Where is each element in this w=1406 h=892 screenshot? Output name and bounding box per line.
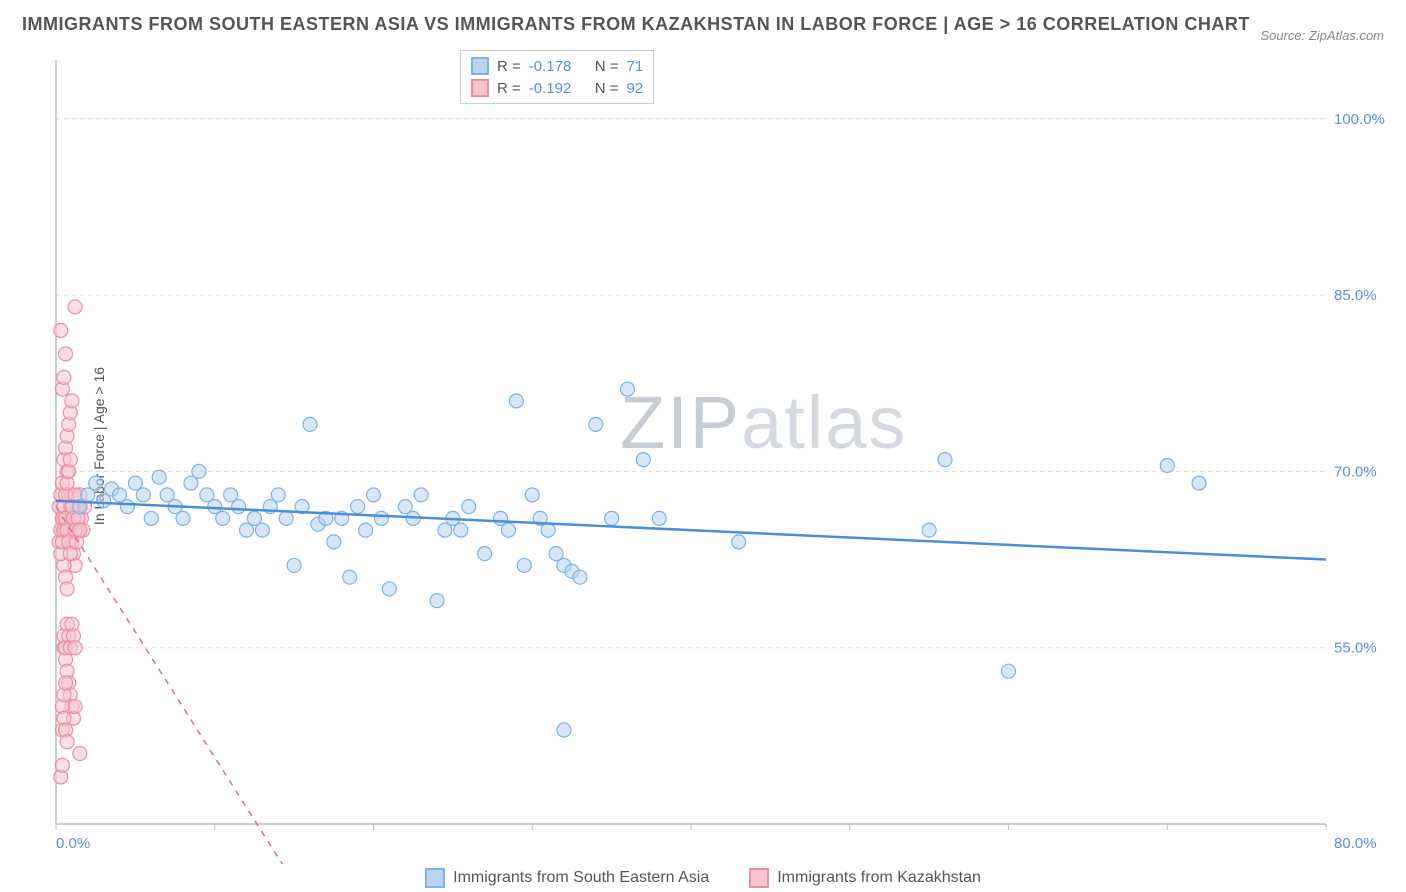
stats-row-kz: R = -0.192 N = 92	[471, 77, 643, 99]
stats-row-sea: R = -0.178 N = 71	[471, 55, 643, 77]
source-label: Source: ZipAtlas.com	[1260, 28, 1384, 43]
chart-title: IMMIGRANTS FROM SOUTH EASTERN ASIA VS IM…	[22, 14, 1250, 35]
svg-text:0.0%: 0.0%	[56, 835, 90, 852]
bottom-legend: Immigrants from South Eastern Asia Immig…	[0, 868, 1406, 888]
legend-swatch-sea	[425, 868, 445, 888]
legend-item-kz: Immigrants from Kazakhstan	[749, 868, 981, 888]
stats-legend: R = -0.178 N = 71 R = -0.192 N = 92	[460, 50, 654, 104]
svg-text:100.0%: 100.0%	[1334, 111, 1385, 128]
chart-area: 55.0% 70.0% 85.0% 100.0% 0.0% 80.0%	[50, 48, 1386, 864]
legend-swatch-kz	[749, 868, 769, 888]
legend-item-sea: Immigrants from South Eastern Asia	[425, 868, 709, 888]
svg-text:55.0%: 55.0%	[1334, 640, 1377, 657]
swatch-sea	[471, 57, 489, 75]
svg-text:70.0%: 70.0%	[1334, 463, 1377, 480]
svg-text:80.0%: 80.0%	[1334, 835, 1377, 852]
scatter-plot: 55.0% 70.0% 85.0% 100.0% 0.0% 80.0%	[50, 48, 1386, 864]
svg-text:85.0%: 85.0%	[1334, 287, 1377, 304]
swatch-kz	[471, 79, 489, 97]
